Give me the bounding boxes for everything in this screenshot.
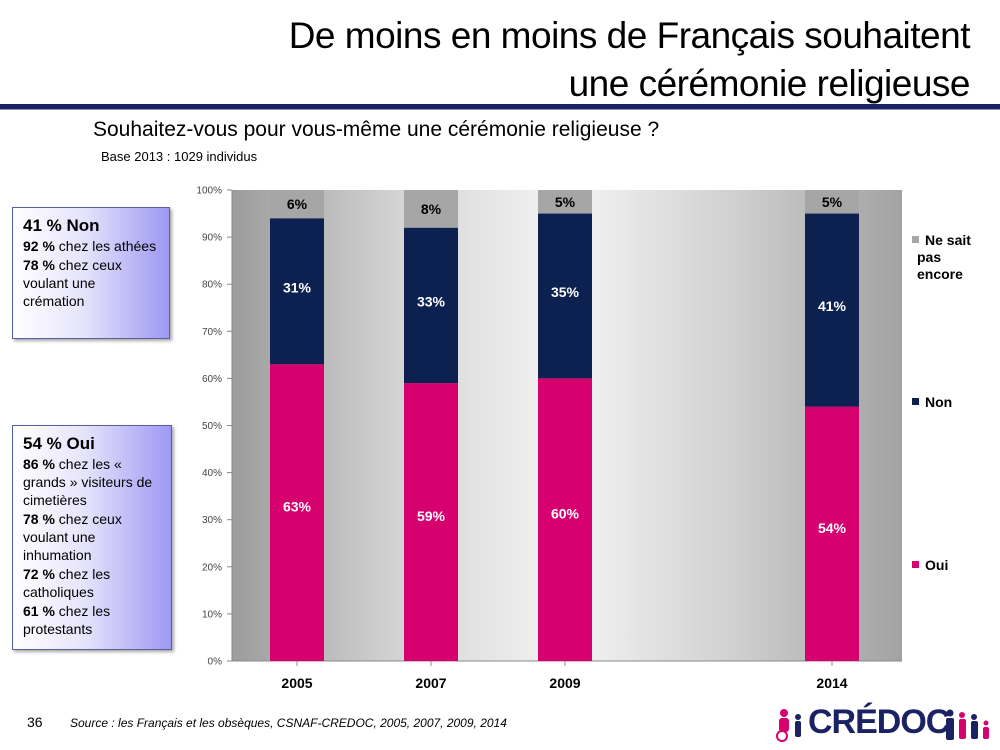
legend-swatch-non xyxy=(912,398,919,405)
x-tick-label: 2005 xyxy=(281,675,312,691)
bar-segment-non xyxy=(805,213,859,407)
y-tick-label: 70% xyxy=(202,327,222,338)
sample-base: Base 2013 : 1029 individus xyxy=(101,149,258,164)
x-tick-label: 2007 xyxy=(415,675,446,691)
data-label: 5% xyxy=(555,194,576,210)
bar-segment-ne-sait-pas-encore xyxy=(805,190,859,214)
y-tick-label: 30% xyxy=(202,515,222,526)
oui-callout-box: 54 % Oui 86 % chez les « grands » visite… xyxy=(12,425,172,650)
oui-callout-line: 78 % chez ceux voulant une inhumation xyxy=(23,511,122,563)
data-label: 60% xyxy=(551,506,580,522)
oui-callout-line: 72 % chez les catholiques xyxy=(23,566,111,600)
logo-text: CRÉDOC xyxy=(808,703,950,741)
source-note: Source : les Français et les obsèques, C… xyxy=(70,716,507,730)
title-line-2: une cérémonie religieuse xyxy=(568,63,971,104)
title-line-1: De moins en moins de Français souhaitent xyxy=(288,15,971,56)
page-number: 36 xyxy=(27,714,43,730)
y-tick-label: 90% xyxy=(202,233,222,244)
y-tick-label: 10% xyxy=(202,609,222,620)
bar-segment-ne-sait-pas-encore xyxy=(538,190,592,214)
data-label: 59% xyxy=(417,508,446,524)
legend-swatch-nsp xyxy=(912,236,919,243)
x-tick-label: 2009 xyxy=(549,675,580,691)
x-tick-label: 2014 xyxy=(816,675,847,691)
y-tick-label: 100% xyxy=(196,186,222,197)
data-label: 41% xyxy=(818,298,847,314)
bar-segment-oui xyxy=(404,383,458,661)
page-title: De moins en moins de Français souhaitent… xyxy=(288,12,971,108)
non-callout-line: 92 % chez les athées xyxy=(23,238,157,254)
legend-item-oui: Oui xyxy=(912,557,948,574)
bar-segment-oui xyxy=(538,378,592,661)
data-label: 8% xyxy=(421,201,442,217)
title-rule-thin xyxy=(0,109,1000,110)
non-callout-box: 41 % Non 92 % chez les athées 78 % chez … xyxy=(12,207,170,339)
oui-callout-line: 61 % chez les protestants xyxy=(23,603,111,637)
non-callout-head: 41 % Non xyxy=(23,216,100,235)
credoc-logo: CRÉDOC xyxy=(770,703,995,745)
y-tick-label: 80% xyxy=(202,280,222,291)
data-label: 35% xyxy=(551,284,580,300)
y-tick-label: 20% xyxy=(202,562,222,573)
bar-segment-ne-sait-pas-encore xyxy=(270,190,324,219)
legend-item-nsp: Ne sait pas encore xyxy=(912,232,971,283)
title-rule xyxy=(0,104,1000,109)
logo-figures-icon xyxy=(776,709,989,742)
oui-callout-line: 86 % chez les « grands » visiteurs de ci… xyxy=(23,456,153,508)
y-tick-label: 50% xyxy=(202,421,222,432)
bar-segment-non xyxy=(404,227,458,384)
oui-callout-head: 54 % Oui xyxy=(23,434,95,453)
data-label: 33% xyxy=(417,293,446,309)
data-label: 54% xyxy=(818,520,847,536)
y-tick-label: 0% xyxy=(208,657,223,668)
bar-segment-oui xyxy=(805,406,859,661)
data-label: 5% xyxy=(822,194,843,210)
data-label: 6% xyxy=(287,196,308,212)
bar-segment-non xyxy=(538,213,592,379)
bar-segment-non xyxy=(270,218,324,365)
survey-question: Souhaitez-vous pour vous-même une cérémo… xyxy=(93,118,660,141)
bar-segment-ne-sait-pas-encore xyxy=(404,190,458,228)
legend-item-non: Non xyxy=(912,394,952,411)
data-label: 31% xyxy=(283,279,312,295)
non-callout-line: 78 % chez ceux voulant une crémation xyxy=(23,257,122,309)
data-label: 63% xyxy=(283,499,312,515)
y-tick-label: 40% xyxy=(202,468,222,479)
y-tick-label: 60% xyxy=(202,374,222,385)
bar-segment-oui xyxy=(270,364,324,661)
legend-swatch-oui xyxy=(912,561,919,568)
